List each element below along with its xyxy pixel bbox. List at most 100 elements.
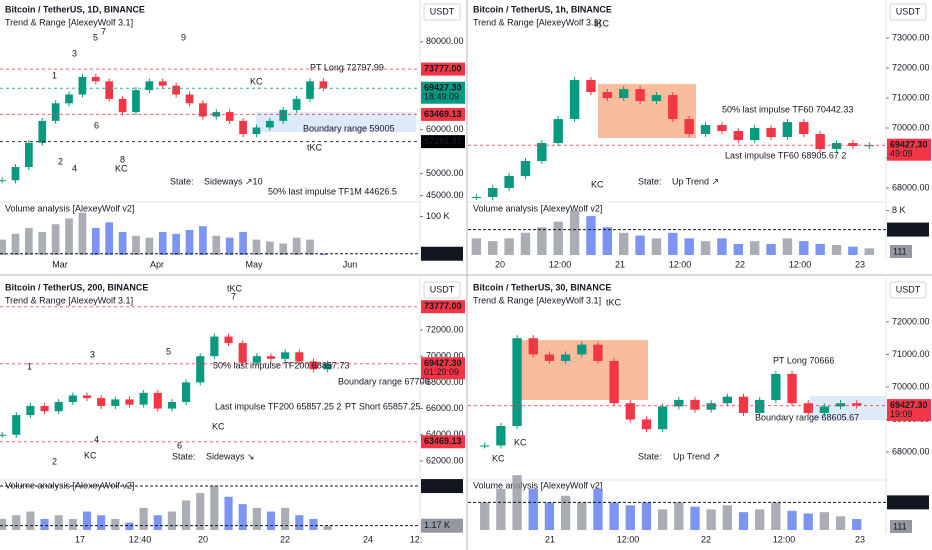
candle: [292, 98, 301, 110]
candle: [864, 145, 874, 147]
candle: [210, 336, 219, 357]
volume-bar: [586, 216, 596, 255]
volume-title: Volume analysis [AlexeyWolf v2]: [473, 480, 602, 490]
volume-bar: [528, 488, 538, 530]
candle: [309, 361, 318, 370]
annotation: PT Short 65857.25: [345, 401, 420, 411]
volume-bar: [496, 488, 506, 530]
x-tick-label: 22: [701, 534, 711, 544]
y-tick-label: 71000.00: [892, 349, 930, 359]
countdown: 19:09: [890, 409, 913, 419]
candle: [78, 76, 87, 95]
candle: [749, 128, 760, 141]
candle: [815, 134, 825, 150]
volume-bar: [125, 522, 134, 530]
x-tick-label: 23: [855, 259, 865, 269]
candle: [167, 402, 176, 409]
x-tick-label: 12:40: [129, 534, 152, 544]
volume-bar: [674, 502, 684, 530]
annotation: 1: [27, 361, 32, 371]
annotation: 8: [120, 154, 125, 164]
volume-bar: [537, 227, 547, 255]
annotation: 4: [94, 434, 99, 444]
volume-bar: [51, 224, 60, 255]
chart-title: Bitcoin / TetherUS, 1h, BINANCE: [473, 4, 612, 14]
candle: [172, 85, 180, 95]
candle: [132, 90, 140, 113]
candle: [319, 81, 328, 89]
x-tick-label: 17: [75, 534, 85, 544]
price-tag: [421, 81, 465, 104]
volume-bar: [295, 515, 304, 530]
candle: [803, 403, 813, 413]
price-tag-label: 57281.37: [424, 136, 462, 146]
volume-bar: [831, 245, 842, 255]
x-tick-label: 12:00: [549, 259, 572, 269]
volume-bar: [690, 506, 700, 530]
price-tag: [887, 138, 931, 161]
annotation: Boundary range 67700: [338, 376, 430, 386]
x-tick-label: 20: [198, 534, 208, 544]
candle: [635, 89, 645, 102]
candle: [306, 81, 314, 99]
x-tick-label: Apr: [150, 259, 164, 269]
annotation: Boundary range 59005: [303, 123, 395, 133]
price-tag-label: 69427.30: [890, 400, 928, 410]
volume-bar: [132, 235, 140, 255]
volume-bar: [641, 502, 652, 530]
candle: [252, 356, 261, 363]
candle: [26, 405, 35, 416]
candle: [125, 399, 134, 405]
candle: [835, 403, 846, 407]
candle: [690, 399, 700, 410]
volume-bar: [609, 502, 619, 530]
volume-title: Volume analysis [AlexeyWolf v2]: [5, 203, 134, 213]
volume-bar: [657, 509, 668, 530]
volume-bar: [700, 241, 711, 255]
volume-bar: [306, 239, 314, 255]
candle: [657, 406, 668, 430]
currency-box: [423, 281, 461, 299]
x-tick-label: 20: [495, 259, 505, 269]
candle: [560, 354, 571, 361]
x-tick-label: 12:00: [669, 259, 692, 269]
volume-bar: [319, 253, 328, 255]
candle: [766, 128, 776, 138]
candle: [225, 112, 234, 121]
volume-tag: [887, 495, 929, 510]
price-tag: [421, 435, 465, 449]
volume-bar: [210, 485, 219, 530]
volume-tag-label: 3.293 K: [424, 248, 455, 258]
volume-bar: [569, 210, 580, 255]
candle: [196, 356, 205, 383]
y-tick-label: 70000.00: [892, 381, 930, 391]
volume-bar: [625, 505, 635, 530]
volume-title: Volume analysis [AlexeyWolf v2]: [473, 203, 602, 213]
candle: [68, 395, 77, 403]
badge-label: 111: [893, 246, 907, 256]
candle: [295, 352, 304, 362]
y-tick-label: 72000.00: [892, 316, 930, 326]
volume-bar: [281, 507, 290, 530]
volume-tag: [887, 222, 929, 237]
candle: [139, 392, 148, 405]
annotation: Last impulse TF200 65857.25 2: [215, 401, 341, 411]
volume-bar: [852, 519, 862, 530]
candle: [105, 81, 114, 99]
volume-bar: [651, 238, 662, 255]
volume-bar: [749, 241, 760, 255]
volume-bar: [158, 231, 167, 255]
candle: [199, 103, 207, 117]
candle: [91, 76, 100, 82]
volume-bar: [145, 237, 154, 255]
annotation: tKC: [307, 142, 323, 152]
range-box: [598, 84, 696, 138]
price-tag-label: 73777.00: [424, 63, 462, 73]
volume-bar: [560, 495, 571, 530]
candle: [238, 343, 247, 363]
annotation: 9: [181, 32, 186, 42]
volume-bar: [803, 513, 813, 530]
volume-bar: [182, 500, 191, 530]
volume-bar: [97, 515, 106, 530]
candle: [787, 373, 797, 404]
